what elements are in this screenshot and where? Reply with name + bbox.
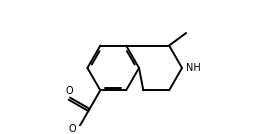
Text: NH: NH xyxy=(186,63,201,73)
Text: O: O xyxy=(69,124,77,134)
Text: O: O xyxy=(65,86,73,96)
